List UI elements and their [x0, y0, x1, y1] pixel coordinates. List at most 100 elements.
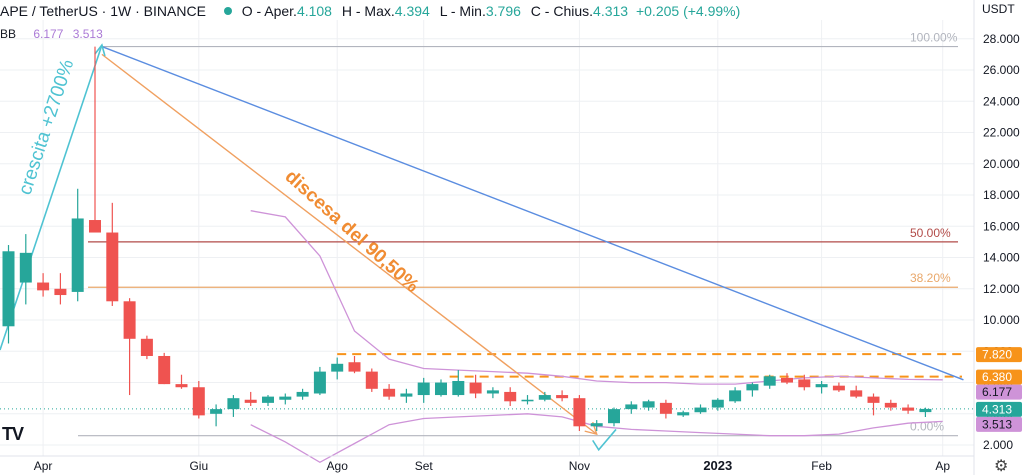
chart-header: APE / TetherUS · 1W · BINANCE O - Aper.4… [0, 3, 740, 19]
candle [798, 374, 811, 391]
price-badge: 4.313 [976, 401, 1022, 417]
candle-body [452, 380, 465, 396]
candle [348, 355, 361, 374]
y-tick-label: 16.000 [983, 219, 1020, 233]
candle [573, 395, 586, 431]
candle [486, 387, 499, 399]
candle [279, 393, 292, 405]
fibonacci-levels: 100.00%50.00%38.20%0.00% [0, 31, 974, 437]
candle [902, 404, 915, 414]
candle-body [175, 384, 188, 388]
candle-body [538, 395, 551, 400]
currency-selector[interactable]: USDT [982, 2, 1015, 16]
candle-body [469, 382, 482, 394]
rise-arrow [0, 44, 103, 351]
y-tick-label: 12.000 [983, 282, 1020, 296]
y-tick-label: 18.000 [983, 188, 1020, 202]
candle-body [123, 301, 136, 339]
candle [884, 399, 897, 411]
candle [89, 46, 101, 233]
candles [2, 46, 932, 431]
candle [659, 399, 672, 419]
symbol-title[interactable]: APE / TetherUS · 1W · BINANCE [0, 3, 206, 19]
fib-label: 38.20% [910, 271, 951, 285]
candle-body [89, 220, 101, 233]
price-badge-label: 7.820 [982, 348, 1012, 362]
indicator-legend[interactable]: BB 6.177 3.513 [0, 27, 103, 41]
candle [37, 273, 50, 297]
candle-body [435, 382, 447, 396]
candle-body [625, 404, 638, 410]
price-badge-bg [976, 369, 1022, 385]
candle [642, 399, 655, 411]
candle [106, 202, 119, 306]
change-value: +0.205 (+4.99%) [635, 3, 741, 19]
candle [435, 379, 447, 397]
candle-body [365, 371, 378, 389]
candle [919, 407, 932, 417]
candle [521, 395, 534, 405]
candle-body [850, 390, 863, 397]
y-tick-label: 2.000 [983, 438, 1013, 452]
blue-trendline [101, 45, 964, 381]
candle-body [832, 385, 845, 391]
candle [711, 398, 724, 411]
candle-body [711, 399, 724, 408]
tradingview-logo[interactable]: TV [2, 424, 24, 444]
open-value: 4.108 [296, 3, 332, 19]
candle-body [504, 391, 517, 402]
candle-body [486, 390, 499, 394]
candle-body [573, 398, 586, 427]
candle [729, 387, 742, 403]
candle-body [694, 407, 707, 413]
gear-icon[interactable]: ⚙ [994, 458, 1009, 475]
x-tick-label: Feb [811, 459, 832, 473]
x-tick-label: Giu [189, 459, 208, 473]
candle [763, 374, 776, 389]
candle-body [521, 399, 534, 402]
orange-trendline [101, 53, 598, 435]
candle-body [244, 399, 257, 403]
candle-body [781, 377, 793, 383]
close-value: 4.313 [593, 3, 629, 19]
price-badge-bg [976, 347, 1022, 363]
candle [158, 352, 171, 385]
candle [71, 188, 84, 302]
candle [815, 380, 828, 394]
candle [556, 390, 569, 402]
candle [331, 357, 344, 380]
price-badge: 6.380 [976, 369, 1022, 385]
price-badge: 6.177 [976, 384, 1022, 400]
candle [850, 385, 863, 399]
candle [452, 370, 465, 397]
time-axis[interactable]: Apr Giu Ago Set Nov 2023 Feb Ap [0, 455, 974, 473]
candle [175, 374, 188, 389]
price-badge-label: 6.177 [982, 385, 1012, 399]
y-tick-label: 28.000 [983, 32, 1020, 46]
candle-body [642, 401, 655, 408]
open-label: O - Aper. [241, 3, 297, 19]
bottom-marker [592, 428, 617, 452]
y-tick-label: 14.000 [983, 251, 1020, 265]
x-tick-label: Ap [935, 459, 950, 473]
candle-body [919, 408, 932, 413]
price-badge: 7.820 [976, 347, 1022, 363]
market-status-icon [223, 7, 232, 15]
candle [123, 298, 136, 396]
indicator-upper-value: 6.177 [33, 27, 64, 41]
fib-label: 100.00% [910, 31, 958, 45]
candle [262, 395, 274, 406]
candle [417, 377, 430, 403]
bb-upper-line [250, 210, 943, 385]
price-badge-label: 4.313 [982, 402, 1012, 416]
x-tick-label: Apr [34, 459, 53, 473]
rise-annotation: crescita +2700% [15, 57, 79, 198]
x-tick-label: Set [415, 459, 434, 473]
candle [227, 395, 240, 417]
candle [608, 407, 620, 427]
candle-body [902, 407, 915, 411]
high-value: 4.394 [394, 3, 430, 19]
candle-body [54, 288, 67, 296]
